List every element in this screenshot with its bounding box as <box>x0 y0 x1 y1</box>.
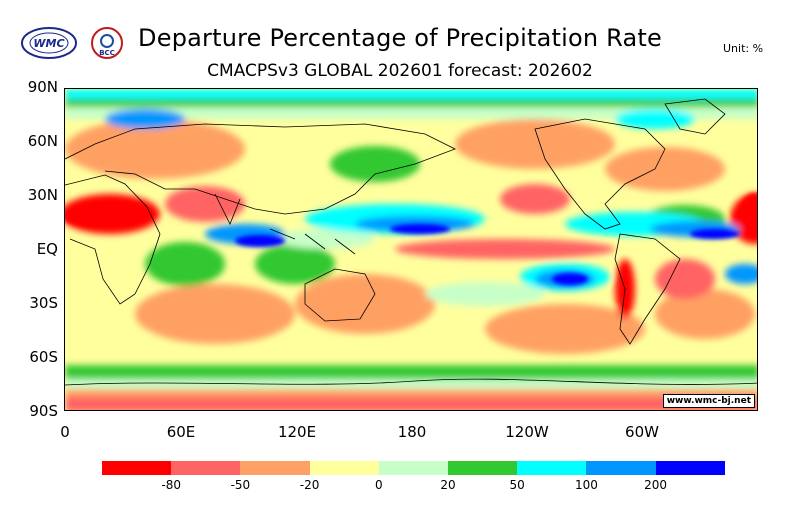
bcc-logo-text: BCC <box>99 49 115 57</box>
precipitation-map: www.wmc-bj.net <box>64 88 758 411</box>
lat-label-60s: 60S <box>29 348 58 366</box>
wmc-logo-text: WMC <box>33 37 64 50</box>
coastlines <box>65 98 757 386</box>
legend-swatch <box>240 461 311 475</box>
lon-label-180: 180 <box>397 423 427 441</box>
lat-label-90n: 90N <box>27 78 58 96</box>
legend-swatch <box>517 461 587 475</box>
lon-label-120w: 120W <box>505 423 549 441</box>
lon-label-60w: 60W <box>625 423 659 441</box>
legend-swatch <box>586 461 657 475</box>
lon-label-0: 0 <box>60 423 70 441</box>
legend-label: 20 <box>440 478 456 492</box>
legend-label: -50 <box>230 478 251 492</box>
unit-label: Unit: % <box>723 42 764 55</box>
page-title: Departure Percentage of Precipitation Ra… <box>138 24 662 52</box>
legend-label: -20 <box>299 478 320 492</box>
legend-label: 50 <box>509 478 525 492</box>
wmc-logo: WMC <box>21 27 77 59</box>
legend-swatch <box>655 461 726 475</box>
map-field <box>65 89 757 410</box>
legend-swatch <box>309 461 380 475</box>
lat-label-90s: 90S <box>29 402 58 420</box>
lat-label-60n: 60N <box>27 132 58 150</box>
legend-swatch <box>102 461 172 475</box>
legend-label: -80 <box>161 478 181 492</box>
legend-label: 200 <box>644 478 668 492</box>
lon-label-60e: 60E <box>166 423 196 441</box>
lat-label-30s: 30S <box>29 294 58 312</box>
bcc-logo: BCC <box>91 27 123 59</box>
legend-swatch <box>171 461 241 475</box>
legend-swatch <box>448 461 518 475</box>
legend-label: 0 <box>374 478 383 492</box>
legend-label: 100 <box>574 478 598 492</box>
credit-label: www.wmc-bj.net <box>662 394 755 408</box>
lat-label-eq: EQ <box>36 240 58 258</box>
legend-swatch <box>378 461 449 475</box>
lat-label-30n: 30N <box>27 186 58 204</box>
page-subtitle: CMACPSv3 GLOBAL 202601 forecast: 202602 <box>207 61 593 81</box>
lon-label-120e: 120E <box>277 423 317 441</box>
